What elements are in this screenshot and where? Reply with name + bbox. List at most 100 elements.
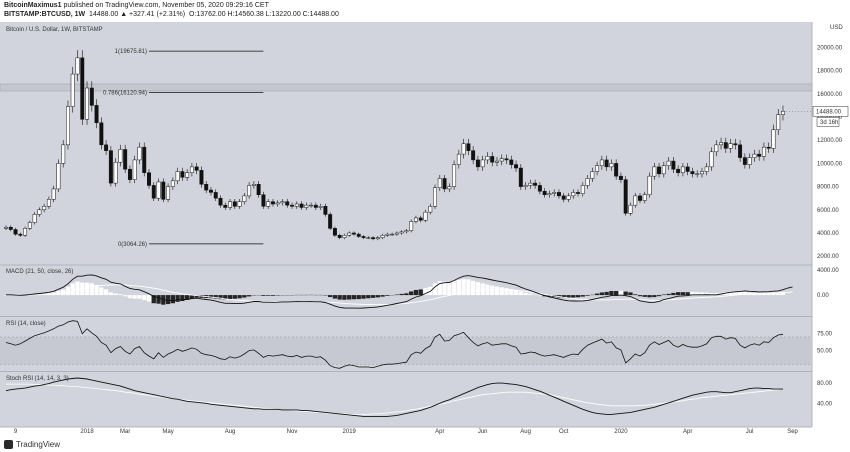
candle bbox=[32, 214, 37, 223]
candle bbox=[437, 178, 442, 189]
candle bbox=[56, 163, 61, 190]
candle bbox=[733, 143, 738, 146]
macd-bar bbox=[366, 295, 371, 299]
candle bbox=[8, 226, 13, 230]
macd-pane[interactable] bbox=[0, 265, 812, 316]
macd-bar bbox=[633, 294, 638, 296]
macd-bar bbox=[347, 295, 352, 300]
time-axis-tick: Oct bbox=[559, 429, 569, 435]
macd-bar bbox=[361, 295, 366, 299]
resistance-band bbox=[0, 83, 813, 92]
candle bbox=[556, 192, 561, 197]
chart-area[interactable]: Bitcoin / U.S. Dollar, 1W, BITSTAMP MACD… bbox=[0, 20, 850, 435]
macd-bar bbox=[394, 294, 400, 296]
tradingview-brand[interactable]: TradingView bbox=[4, 440, 60, 449]
macd-bar bbox=[642, 295, 647, 297]
macd-bar bbox=[447, 282, 452, 296]
author-name[interactable]: BitcoinMaximus1 bbox=[4, 2, 62, 9]
candle bbox=[61, 144, 66, 164]
last-price-marker: 14488.00 3d 16h bbox=[783, 106, 849, 127]
candle bbox=[275, 202, 280, 205]
candles bbox=[4, 50, 785, 241]
candle bbox=[352, 232, 356, 235]
macd-bar bbox=[571, 295, 576, 298]
macd-bar bbox=[561, 295, 566, 298]
candle bbox=[771, 129, 776, 149]
stoch-rsi-pane-title: Stoch RSI (14, 14, 3, 3) bbox=[6, 376, 69, 382]
time-axis-tick: 2019 bbox=[343, 429, 357, 435]
rsi-pane-title: RSI (14, close) bbox=[6, 321, 46, 327]
candle bbox=[299, 203, 304, 208]
candle bbox=[161, 181, 166, 200]
macd-bar bbox=[771, 293, 776, 296]
stoch-k-line bbox=[5, 377, 783, 417]
macd-bar bbox=[404, 293, 409, 296]
macd-bar bbox=[180, 295, 185, 302]
macd-bar bbox=[442, 281, 447, 296]
candle bbox=[127, 168, 132, 180]
macd-bar bbox=[261, 295, 266, 296]
candle bbox=[232, 201, 237, 207]
candle bbox=[618, 175, 623, 180]
candle bbox=[337, 235, 342, 238]
candle bbox=[285, 201, 290, 206]
candle bbox=[776, 114, 781, 131]
candle bbox=[471, 150, 476, 161]
candle bbox=[638, 195, 642, 201]
candle bbox=[642, 194, 647, 201]
candle bbox=[428, 206, 433, 213]
candle bbox=[628, 204, 633, 214]
macd-bar bbox=[75, 281, 80, 296]
macd-bar bbox=[671, 292, 676, 296]
macd-bar bbox=[432, 283, 438, 296]
candle bbox=[614, 163, 619, 177]
candle bbox=[461, 143, 466, 155]
macd-bar bbox=[699, 292, 705, 296]
macd-bar bbox=[65, 286, 71, 296]
candle bbox=[690, 171, 695, 175]
candle bbox=[242, 195, 247, 202]
macd-bar bbox=[504, 288, 509, 296]
candle bbox=[413, 217, 418, 222]
macd-bar bbox=[156, 295, 161, 304]
candle bbox=[495, 160, 499, 163]
macd-bar bbox=[513, 289, 519, 296]
macd-bar bbox=[637, 295, 643, 297]
time-axis-tick: Aug bbox=[520, 429, 531, 435]
publish-info: published on TradingView.com, November 0… bbox=[61, 2, 269, 9]
macd-bar bbox=[337, 295, 342, 300]
macd-bar bbox=[437, 281, 442, 296]
candle bbox=[356, 233, 361, 237]
candle bbox=[576, 192, 580, 194]
brand-name: TradingView bbox=[16, 440, 61, 449]
last-price-box bbox=[812, 106, 849, 117]
time-axis-tick: Jun bbox=[478, 429, 488, 435]
candle bbox=[585, 178, 590, 186]
macd-bar bbox=[647, 295, 652, 298]
candle bbox=[270, 201, 275, 205]
candle bbox=[280, 201, 285, 204]
candle bbox=[194, 166, 199, 171]
stoch-axis-tick: 40.00 bbox=[817, 401, 833, 407]
candle bbox=[533, 182, 538, 186]
fib-level-label: 1(19675.81) bbox=[115, 49, 147, 55]
macd-bar bbox=[690, 291, 695, 296]
candle bbox=[394, 232, 399, 235]
candle bbox=[137, 146, 142, 161]
time-axis-tick: Apr bbox=[683, 429, 692, 435]
candle bbox=[452, 164, 457, 187]
macd-bar bbox=[575, 295, 581, 298]
macd-bar bbox=[652, 295, 657, 298]
candle bbox=[342, 235, 347, 238]
macd-bar bbox=[208, 295, 214, 299]
stoch-rsi-pane[interactable] bbox=[0, 372, 812, 427]
tradingview-logo-icon bbox=[4, 440, 13, 449]
macd-pane-title: MACD (21, 50, close, 26) bbox=[6, 269, 73, 275]
rsi-line bbox=[5, 320, 784, 369]
candle bbox=[66, 106, 70, 146]
macd-bar bbox=[385, 295, 390, 296]
price-pane[interactable] bbox=[0, 22, 812, 265]
candle bbox=[604, 159, 609, 168]
macd-bar bbox=[342, 295, 347, 300]
candle bbox=[752, 153, 757, 158]
